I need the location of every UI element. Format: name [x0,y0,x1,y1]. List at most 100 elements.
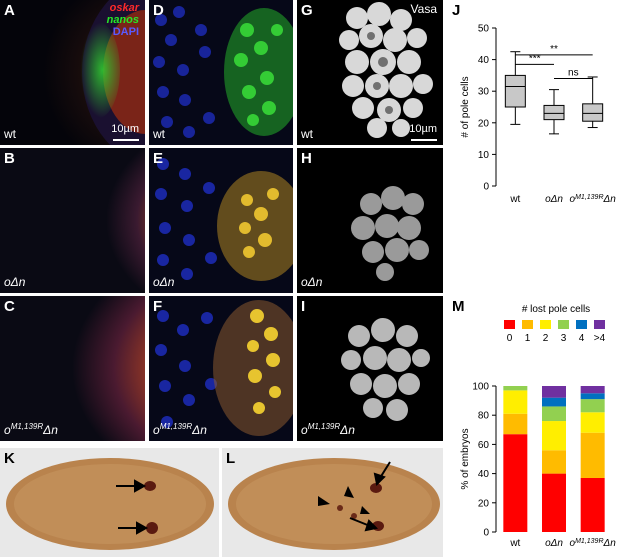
panel-g-label: G [301,2,313,19]
bar-segment [580,432,605,478]
panel-g-scale-bar [411,139,437,141]
bar-segment [503,386,528,391]
bar-segment [503,434,528,532]
chart-title: # lost pole cells [522,304,590,315]
panel-m-label: M [452,298,465,315]
panel-g-micrograph [297,0,443,145]
panel-e-label: E [153,150,164,167]
box [582,103,604,122]
panel-a-micrograph [0,0,145,145]
panel-a-genotype: wt [4,127,16,141]
panel-g-scale-label: 10µm [409,123,437,135]
y-tick-label: 20 [478,118,490,129]
panel-l-label: L [226,450,236,467]
panel-i-micrograph [297,296,443,441]
panel-b-label: B [4,150,15,167]
legend-label: >4 [594,333,606,344]
bar-segment [542,397,566,407]
legend-label: 0 [507,333,513,344]
panel-h-micrograph [297,148,443,293]
panel-d-oskar-nanos-image: D wt [149,0,293,145]
y-tick-label: 60 [478,440,490,451]
x-category-label: oM1,139RΔn [570,194,617,206]
panel-h-vasa-image: H oΔn [297,148,443,293]
y-tick-label: 10 [478,150,490,161]
panel-f-micrograph [149,296,293,441]
panel-c-genotype: oM1,139RΔn [4,422,58,437]
panel-k-embryo-image: K [0,448,219,557]
y-tick-label: 50 [478,24,490,35]
bar-segment [503,413,528,435]
panel-k-label: K [4,450,15,467]
panel-e-genotype: oΔn [153,275,175,289]
chart-m-stacked-bar: # lost pole cells 0 1 2 3 4 >4 0 20 40 60 80 100 % of… [460,304,617,550]
significance-label: *** [529,53,541,64]
panel-a-oskar-nanos-image: A oskar nanos DAPI wt 10µm [0,0,145,145]
panel-c-oskar-nanos-image: C oM1,139RΔn [0,296,145,441]
panel-b-micrograph [0,148,145,293]
panel-l-arrows [349,461,391,532]
bar-segment [542,473,566,532]
y-tick-label: 40 [478,469,490,480]
box [543,104,565,121]
legend-oskar: oskar [109,2,139,14]
panel-d-micrograph [149,0,293,145]
x-category-label: wt [509,194,520,205]
legend-label: 3 [561,333,567,344]
bar-segment [542,386,566,398]
legend-dapi: DAPI [112,26,139,38]
panel-e-micrograph [149,148,293,293]
panel-h-label: H [301,150,312,167]
panel-l-embryo-image: L [222,448,443,557]
panel-f-label: F [153,298,163,315]
significance-label: ** [550,44,558,55]
legend-nanos: nanos [106,14,139,26]
bar-segment [542,406,566,422]
panel-d-genotype: wt [153,127,165,141]
panel-g-vasa-image: G Vasa wt 10µm [297,0,443,145]
panel-a-scale-bar [113,139,139,141]
bar-segment [580,386,605,394]
bar-segment [580,393,605,400]
panel-g-stain-label: Vasa [410,2,437,16]
x-category-label: oΔn [545,194,563,205]
panel-a-scale-label: 10µm [111,123,139,135]
panel-b-oskar-nanos-image: B oΔn [0,148,145,293]
x-category-label: oΔn [545,538,563,549]
panel-c-micrograph [0,296,145,441]
legend-swatch [540,320,551,329]
panel-b-genotype: oΔn [4,275,26,289]
x-category-label: wt [509,538,520,549]
legend-label: 1 [525,333,531,344]
bar-segment [542,421,566,451]
bar-segment [580,477,605,532]
panel-k-arrows [116,479,149,535]
y-tick-label: 30 [478,87,490,98]
y-tick-label: 0 [483,182,489,193]
bar-segment [503,390,528,414]
significance-label: ns [568,68,579,79]
bar-segment [580,399,605,413]
x-category-label: oM1,139RΔn [570,538,617,550]
panel-i-vasa-image: I oM1,139RΔn [297,296,443,441]
y-axis-label: % of embryos [460,428,471,489]
bar-segment [542,450,566,474]
legend-swatch [522,320,533,329]
legend-label: 4 [579,333,585,344]
y-tick-label: 100 [472,382,489,393]
bar-segment [580,412,605,433]
legend-swatch [594,320,605,329]
panel-i-genotype: oM1,139RΔn [301,422,355,437]
panel-l-arrowheads [318,486,370,514]
legend-swatch [558,320,569,329]
panel-i-label: I [301,298,306,315]
box [504,74,526,108]
panel-f-genotype: oM1,139RΔn [153,422,207,437]
legend-swatch [576,320,587,329]
panel-f-oskar-nanos-image: F oM1,139RΔn [149,296,293,441]
panel-e-oskar-nanos-image: E oΔn [149,148,293,293]
y-tick-label: 80 [478,411,490,422]
panel-d-label: D [153,2,164,19]
panel-j-label: J [452,2,461,19]
chart-j-boxplot: 0 10 20 30 40 50 # of pole cells wt oΔn oM1,139RΔ… [460,24,617,206]
